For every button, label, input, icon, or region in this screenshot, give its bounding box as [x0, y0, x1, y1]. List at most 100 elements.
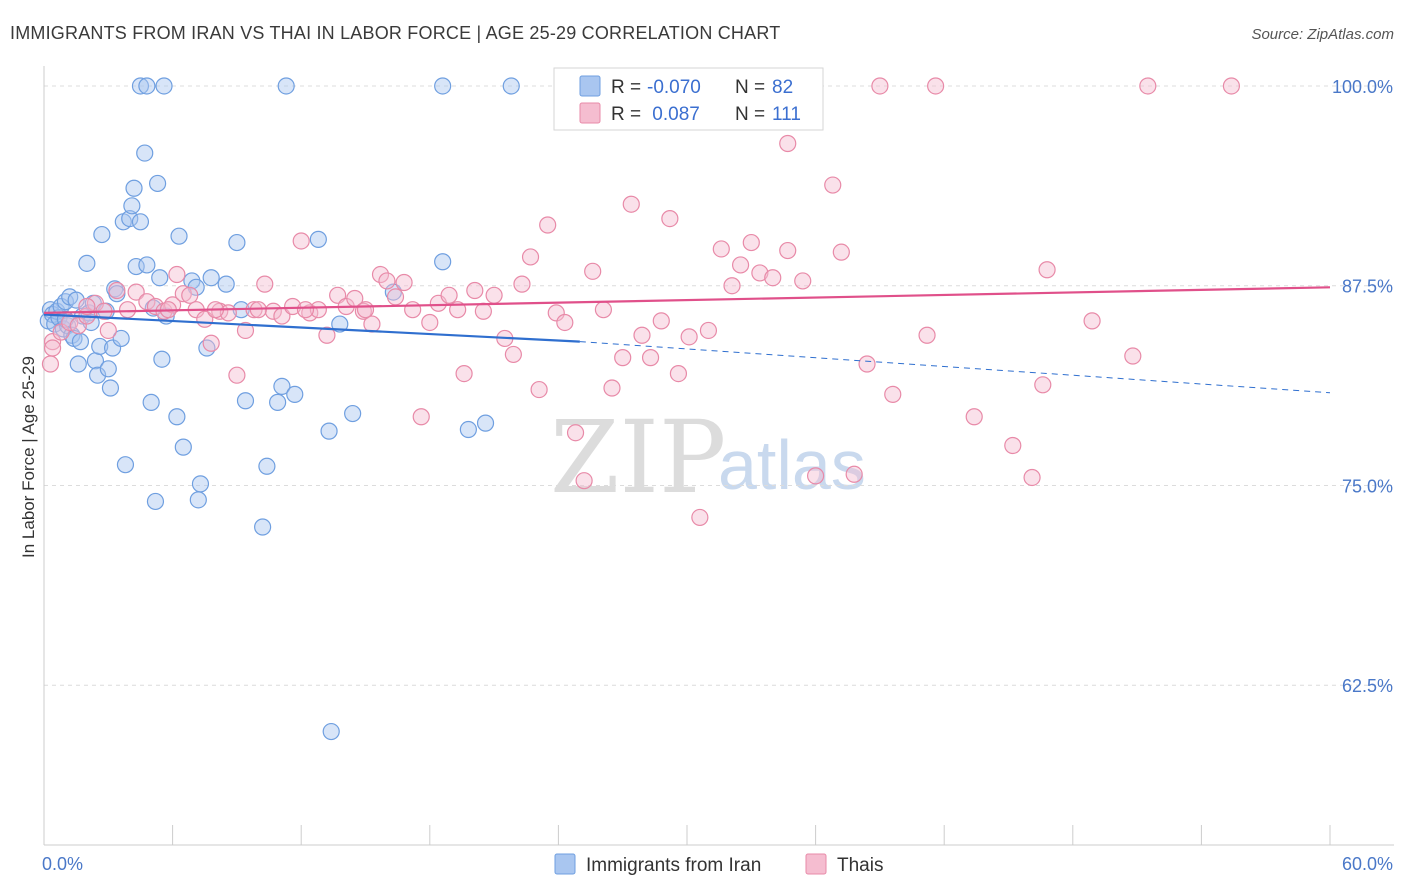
point-thais-108 — [296, 301, 315, 319]
legend-swatch-iran — [579, 75, 601, 97]
point-iran-26 — [99, 360, 117, 378]
point-thais-95 — [1034, 376, 1052, 394]
point-thais-48 — [440, 286, 458, 304]
point-iran-68 — [344, 404, 362, 423]
axes — [43, 66, 1394, 846]
scatter-points — [39, 77, 1241, 741]
point-thais-85 — [806, 467, 825, 485]
point-iran-33 — [116, 456, 135, 474]
point-thais-89 — [858, 355, 876, 373]
point-iran-80 — [322, 722, 340, 741]
point-thais-24 — [228, 366, 246, 384]
point-thais-39 — [363, 315, 381, 333]
point-thais-99 — [779, 134, 797, 153]
point-thais-16 — [168, 265, 186, 284]
point-iran-43 — [146, 492, 165, 511]
point-thais-73 — [669, 365, 688, 383]
point-thais-33 — [309, 301, 327, 319]
legend-n-value-thais: 111 — [772, 104, 801, 125]
point-thais-1 — [43, 333, 62, 351]
y-tick-label-0: 100.0% — [1332, 77, 1393, 97]
point-thais-93 — [1004, 436, 1022, 455]
point-iran-63 — [273, 377, 291, 395]
trend-lines — [43, 286, 1331, 394]
point-thais-52 — [474, 302, 492, 320]
point-thais-98 — [1124, 347, 1142, 365]
point-iran-15 — [71, 333, 90, 351]
point-thais-12 — [138, 293, 156, 311]
point-thais-69 — [633, 326, 651, 344]
point-thais-50 — [455, 365, 473, 383]
point-thais-104 — [78, 297, 96, 316]
trend-line-iran — [43, 313, 580, 343]
point-thais-40 — [371, 265, 390, 284]
point-thais-109 — [356, 301, 375, 319]
series-legend-label-thais: Thais — [837, 855, 883, 876]
point-iran-36 — [125, 179, 143, 197]
point-thais-21 — [202, 334, 220, 352]
point-iran-34 — [121, 210, 139, 228]
point-thais-0 — [41, 355, 60, 373]
y-tick-label-3: 62.5% — [1342, 676, 1393, 696]
point-thais-41 — [378, 272, 396, 290]
point-thais-88 — [845, 465, 863, 483]
point-iran-45 — [151, 269, 169, 287]
point-thais-64 — [584, 262, 602, 280]
point-thais-55 — [504, 345, 522, 364]
point-iran-13 — [67, 291, 85, 309]
x-tick-labels: 0.0% 60.0% — [42, 854, 1393, 874]
point-thais-90 — [884, 385, 902, 403]
point-iran-62 — [258, 457, 276, 475]
point-iran-27 — [101, 379, 120, 397]
point-thais-42 — [386, 288, 405, 306]
point-thais-78 — [723, 277, 741, 295]
point-thais-84 — [794, 272, 812, 290]
point-thais-102 — [1139, 77, 1157, 95]
legend-r-value-thais: 0.087 — [647, 104, 700, 125]
point-iran-53 — [191, 475, 210, 493]
x-tick-label-0: 0.0% — [42, 854, 83, 874]
point-thais-62 — [566, 424, 585, 442]
point-iran-14 — [69, 355, 87, 373]
point-thais-71 — [652, 312, 670, 330]
point-iran-44 — [148, 174, 167, 193]
point-thais-31 — [292, 232, 310, 250]
point-thais-96 — [1038, 261, 1056, 279]
point-thais-10 — [118, 301, 137, 319]
point-thais-82 — [764, 269, 782, 287]
series-legend-swatch-iran — [554, 853, 576, 875]
point-thais-25 — [236, 321, 255, 340]
trend-line-iran-extension — [579, 341, 1331, 394]
point-thais-77 — [712, 240, 730, 258]
grid — [44, 85, 1394, 686]
legend-n-label-iran: N = — [735, 77, 765, 98]
point-thais-51 — [466, 281, 484, 300]
point-thais-92 — [965, 408, 983, 426]
point-thais-87 — [832, 243, 850, 261]
point-thais-46 — [421, 313, 439, 332]
point-iran-56 — [202, 269, 220, 287]
stats-legend: R = -0.070 N = 82 R = 0.087 N = 111 — [553, 67, 824, 131]
point-iran-37 — [127, 257, 145, 276]
point-thais-17 — [174, 285, 192, 303]
point-iran-72 — [476, 414, 495, 432]
point-iran-78 — [434, 77, 452, 95]
point-thais-72 — [661, 210, 679, 228]
point-thais-100 — [871, 77, 889, 95]
trend-line-thais — [43, 286, 1331, 314]
legend-n-label-thais: N = — [735, 104, 765, 125]
point-thais-18 — [181, 286, 199, 304]
point-iran-65 — [309, 230, 327, 248]
point-thais-34 — [318, 326, 336, 344]
point-thais-79 — [731, 256, 750, 274]
chart-source: Source: ZipAtlas.com — [1251, 26, 1394, 43]
point-thais-103 — [1222, 77, 1241, 95]
point-iran-40 — [138, 256, 156, 274]
point-thais-81 — [751, 264, 769, 282]
point-thais-61 — [556, 313, 574, 332]
watermark-atlas: atlas — [718, 426, 866, 504]
point-thais-63 — [575, 472, 593, 490]
y-axis-label: In Labor Force | Age 25-29 — [19, 356, 38, 558]
point-iran-74 — [131, 77, 150, 95]
